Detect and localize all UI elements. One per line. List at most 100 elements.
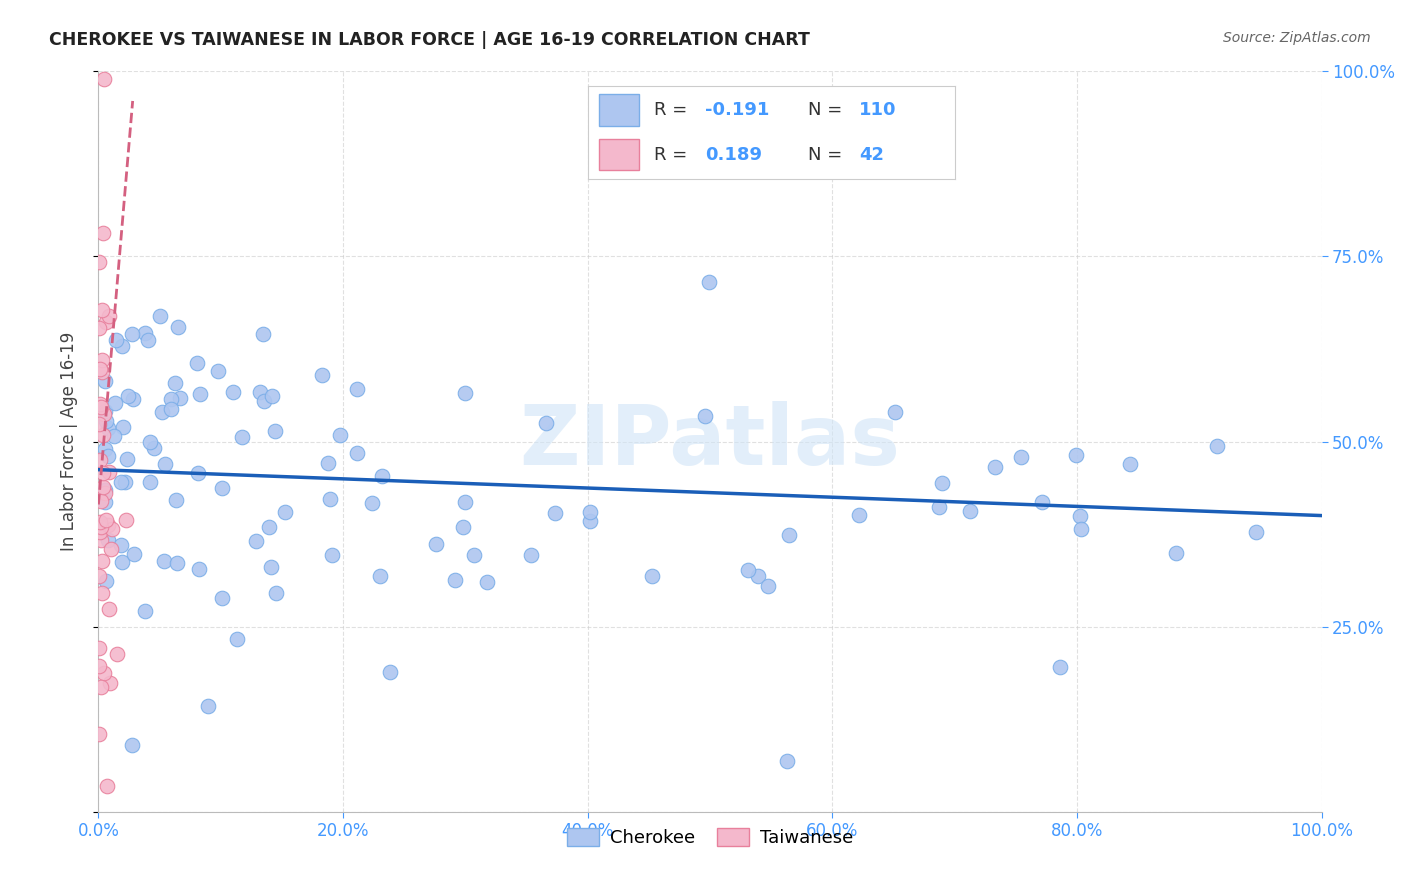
Point [93, 403, 115, 417]
Point [346, 382, 368, 396]
Point [93, 483, 115, 497]
Point [454, 385, 477, 400]
Point [211, 482, 233, 496]
Point [451, 519, 474, 533]
Point [91, 302, 114, 317]
Point [91, 480, 114, 494]
Point [90, 400, 112, 414]
Point [93, 407, 115, 421]
Point [122, 547, 145, 561]
Text: Source: ZipAtlas.com: Source: ZipAtlas.com [1223, 31, 1371, 45]
Point [97, 466, 120, 480]
Point [578, 505, 600, 519]
Point [165, 493, 187, 508]
Point [169, 392, 191, 406]
Point [97, 602, 120, 616]
Point [100, 541, 122, 556]
Point [87, 640, 110, 655]
Point [776, 754, 799, 768]
Point [93, 495, 115, 509]
Point [97, 309, 120, 323]
Point [91, 427, 114, 442]
Point [188, 387, 211, 401]
Point [97, 518, 120, 533]
Point [90, 680, 112, 694]
Point [91, 352, 114, 367]
Point [454, 495, 477, 509]
Point [87, 417, 110, 431]
Point [737, 563, 759, 577]
Point [166, 556, 188, 570]
Point [252, 327, 274, 342]
Text: ZIPatlas: ZIPatlas [520, 401, 900, 482]
Point [150, 405, 173, 419]
Point [222, 384, 245, 399]
Point [274, 505, 297, 519]
Point [380, 665, 402, 680]
Point [463, 548, 485, 562]
Text: CHEROKEE VS TAIWANESE IN LABOR FORCE | AGE 16-19 CORRELATION CHART: CHEROKEE VS TAIWANESE IN LABOR FORCE | A… [49, 31, 810, 49]
Point [111, 419, 134, 434]
Point [89, 397, 111, 411]
Point [111, 555, 134, 569]
Point [93, 71, 115, 86]
Point [211, 591, 233, 606]
Point [100, 522, 122, 536]
Point [778, 528, 800, 542]
Point [1069, 509, 1091, 524]
Point [160, 401, 183, 416]
Point [321, 549, 343, 563]
Point [97, 449, 120, 463]
Point [104, 396, 127, 410]
Point [226, 632, 249, 647]
Point [103, 429, 125, 443]
Point [693, 409, 716, 423]
Point [699, 275, 721, 289]
Point [368, 569, 391, 583]
Point [329, 428, 352, 442]
Point [311, 368, 333, 382]
Point [115, 452, 138, 467]
Point [134, 326, 156, 341]
Point [110, 475, 132, 489]
Point [444, 573, 467, 587]
Legend: Cherokee, Taiwanese: Cherokee, Taiwanese [560, 822, 860, 855]
Point [89, 362, 111, 376]
Point [134, 604, 156, 618]
Point [1070, 522, 1092, 536]
Point [142, 441, 165, 455]
Point [1244, 524, 1267, 539]
Point [91, 467, 114, 481]
Point [98, 676, 121, 690]
Point [111, 338, 134, 352]
Point [91, 365, 114, 379]
Point [149, 309, 172, 323]
Point [90, 533, 112, 547]
Point [89, 524, 111, 539]
Point [1119, 457, 1142, 471]
Point [115, 513, 138, 527]
Point [93, 442, 115, 457]
Point [253, 394, 276, 409]
Point [187, 467, 209, 481]
Point [544, 506, 567, 520]
Point [121, 738, 143, 752]
Point [260, 560, 283, 574]
Point [207, 364, 229, 378]
Point [139, 475, 162, 489]
Point [520, 549, 543, 563]
Point [153, 457, 176, 471]
Point [96, 574, 118, 588]
Point [87, 726, 110, 740]
Point [96, 414, 118, 428]
Point [121, 326, 143, 341]
Point [346, 446, 368, 460]
Point [1205, 439, 1227, 453]
Point [883, 405, 905, 419]
Point [93, 665, 115, 680]
Point [848, 508, 870, 522]
Point [89, 515, 111, 529]
Point [1010, 450, 1032, 465]
Point [245, 533, 267, 548]
Point [160, 392, 183, 407]
